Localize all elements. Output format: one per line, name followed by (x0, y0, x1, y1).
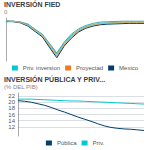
svg-text:16: 16 (8, 112, 15, 118)
svg-text:22: 22 (8, 93, 15, 99)
svg-text:20: 20 (8, 99, 15, 105)
svg-text:(% DEL PIB): (% DEL PIB) (4, 84, 38, 90)
svg-text:Mexico: Mexico (119, 65, 139, 71)
svg-text:18: 18 (8, 105, 15, 111)
svg-text:Priv.: Priv. (93, 140, 105, 146)
svg-text:0: 0 (4, 9, 8, 15)
svg-text:Proyectad: Proyectad (76, 65, 103, 71)
svg-text:Priv. inversion: Priv. inversion (23, 65, 60, 71)
svg-text:INVERSIÓN PÚBLICA Y PRIV...: INVERSIÓN PÚBLICA Y PRIV... (4, 75, 105, 83)
svg-text:14: 14 (8, 118, 15, 124)
svg-text:Pública: Pública (57, 140, 77, 146)
svg-text:12: 12 (8, 124, 15, 130)
svg-text:INVERSIÓN FIED: INVERSIÓN FIED (4, 0, 60, 8)
